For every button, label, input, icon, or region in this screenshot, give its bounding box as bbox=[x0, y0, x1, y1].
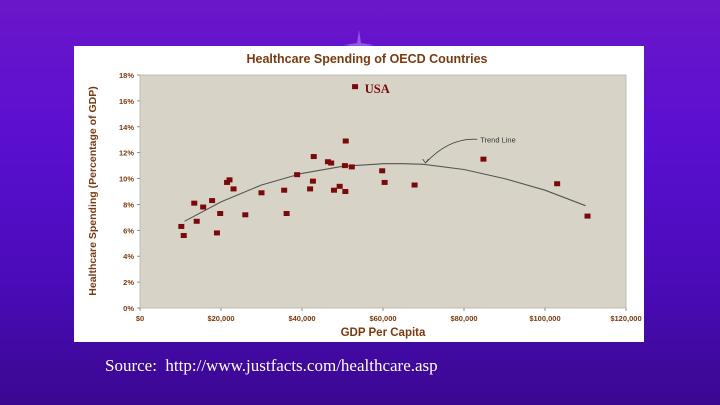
annotations: USA Trend Line bbox=[365, 82, 516, 164]
data-point bbox=[191, 200, 198, 206]
data-point bbox=[381, 179, 388, 185]
y-tick-label: 6% bbox=[123, 226, 134, 235]
data-point bbox=[309, 178, 316, 184]
data-point bbox=[341, 163, 348, 169]
data-point bbox=[480, 156, 487, 162]
sparkle-decoration bbox=[344, 30, 374, 60]
y-tick-label: 4% bbox=[123, 252, 134, 261]
data-point bbox=[217, 211, 224, 217]
x-tick-label: $20,000 bbox=[207, 314, 234, 323]
data-point bbox=[348, 164, 355, 170]
data-point bbox=[193, 218, 200, 224]
data-point bbox=[330, 187, 337, 193]
data-point bbox=[328, 160, 335, 166]
data-point bbox=[230, 186, 237, 192]
data-point bbox=[294, 172, 301, 178]
x-axis-label: GDP Per Capita bbox=[341, 327, 426, 339]
scatter-chart: Healthcare Spending of OECD Countries 0%… bbox=[87, 52, 642, 339]
data-point bbox=[178, 223, 185, 229]
data-point bbox=[307, 186, 314, 192]
chart-panel: Healthcare Spending of OECD Countries 0%… bbox=[74, 46, 644, 342]
x-tick-label: $60,000 bbox=[369, 314, 396, 323]
data-point bbox=[554, 181, 561, 187]
data-point bbox=[242, 212, 249, 218]
y-tick-label: 12% bbox=[119, 149, 134, 158]
y-axis-label: Healthcare Spending (Percentage of GDP) bbox=[87, 86, 99, 295]
data-point bbox=[584, 213, 591, 219]
data-point bbox=[224, 179, 231, 185]
trend-line bbox=[184, 163, 586, 222]
data-point bbox=[200, 204, 207, 210]
data-point bbox=[281, 187, 288, 193]
data-point bbox=[258, 190, 265, 196]
x-tick-label: $120,000 bbox=[610, 314, 641, 323]
y-tick-label: 0% bbox=[123, 304, 134, 313]
data-point bbox=[180, 233, 187, 239]
data-point bbox=[213, 230, 220, 236]
source-caption: Source: http://www.justfacts.com/healthc… bbox=[105, 356, 438, 375]
data-point bbox=[379, 168, 386, 174]
data-point bbox=[336, 183, 343, 189]
y-axis: 0% 2% 4% 6% 8% 10% 12% 14% 16% 18% bbox=[119, 71, 140, 313]
data-point bbox=[283, 211, 290, 217]
y-tick-label: 16% bbox=[119, 97, 134, 106]
data-point bbox=[352, 84, 359, 90]
y-tick-label: 2% bbox=[123, 278, 134, 287]
annotation-arrow bbox=[425, 138, 478, 164]
usa-label: USA bbox=[365, 82, 390, 96]
plot-area bbox=[139, 74, 627, 309]
y-tick-label: 10% bbox=[119, 175, 134, 184]
chart-title: Healthcare Spending of OECD Countries bbox=[246, 52, 487, 66]
x-tick-label: $40,000 bbox=[288, 314, 315, 323]
data-point bbox=[342, 189, 349, 194]
y-tick-label: 8% bbox=[123, 200, 134, 209]
x-tick-label: $0 bbox=[136, 314, 144, 323]
x-tick-label: $80,000 bbox=[450, 314, 477, 323]
arrow-head-icon bbox=[422, 158, 429, 164]
data-point bbox=[310, 154, 317, 160]
x-axis: $0 $20,000 $40,000 $60,000 $80,000 $100,000 $1… bbox=[136, 308, 642, 323]
data-point bbox=[226, 177, 233, 183]
data-point bbox=[342, 138, 349, 144]
data-points bbox=[178, 84, 591, 239]
y-tick-label: 14% bbox=[119, 123, 134, 132]
trend-line-label: Trend Line bbox=[480, 135, 516, 144]
x-tick-label: $100,000 bbox=[529, 314, 560, 323]
data-point bbox=[411, 182, 418, 188]
data-point bbox=[324, 159, 331, 165]
y-tick-label: 18% bbox=[119, 71, 134, 80]
data-point bbox=[209, 198, 216, 204]
